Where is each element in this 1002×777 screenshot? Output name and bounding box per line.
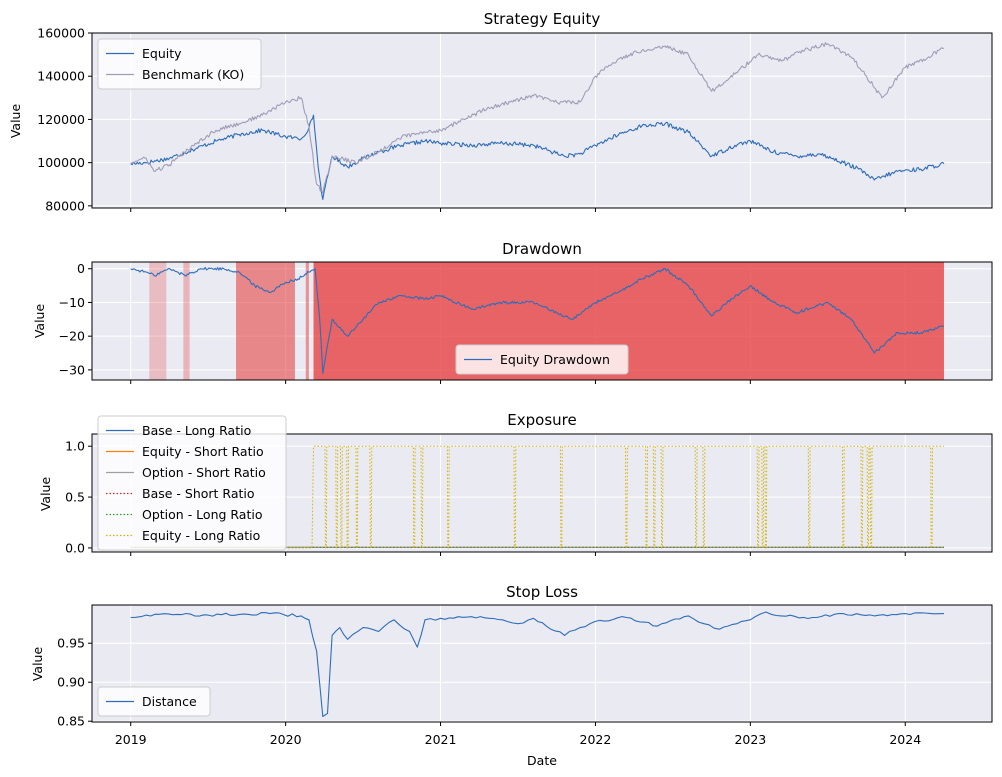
x-axis-label: Date <box>527 753 557 768</box>
series-line-0 <box>130 114 945 200</box>
legend-box <box>455 344 629 375</box>
drawdown-shade <box>149 262 167 380</box>
stoploss-panel: Stop Loss Value Date 0.85 0.90 0.95 2019 202… <box>30 583 993 768</box>
legend-label: Benchmark (KO) <box>142 67 244 82</box>
y-tick-label: −30 <box>59 362 85 377</box>
x-tick-label: 2023 <box>734 732 766 747</box>
series-line-0 <box>130 266 945 374</box>
equity-ylabel: Value <box>8 104 23 139</box>
series-line-0 <box>130 611 945 718</box>
y-tick-label: 100000 <box>37 155 85 170</box>
y-tick-label: 0 <box>77 261 85 276</box>
drawdown-shade <box>183 262 190 380</box>
legend-label: Base - Short Ratio <box>142 486 255 501</box>
equity-panel: Strategy Equity Value 80000 100000 120000 1… <box>8 10 993 213</box>
plot-frame <box>91 32 993 209</box>
y-tick-label: 0.95 <box>57 636 85 651</box>
drawdown-title: Drawdown <box>502 240 582 258</box>
y-tick-label: 0.0 <box>65 540 85 555</box>
legend-label: Option - Long Ratio <box>142 507 263 522</box>
x-tick-label: 2024 <box>889 732 921 747</box>
y-tick-label: 160000 <box>37 26 85 41</box>
series-line-1 <box>130 42 945 194</box>
legend-label: Option - Short Ratio <box>142 465 266 480</box>
drawdown-panel: Drawdown Value 0 −10 −20 −30 Equity Drawdown <box>32 240 993 384</box>
y-tick-label: 0.85 <box>57 714 85 729</box>
y-tick-label: 1.0 <box>65 439 85 454</box>
y-tick-label: 0.5 <box>65 490 85 505</box>
legend-box <box>97 38 262 90</box>
legend-label: Equity - Short Ratio <box>142 444 264 459</box>
y-tick-label: 0.90 <box>57 675 85 690</box>
legend-label: Equity Drawdown <box>500 352 610 367</box>
exposure-title: Exposure <box>507 411 576 429</box>
legend-box <box>97 686 211 717</box>
stoploss-ylabel: Value <box>30 647 45 682</box>
y-tick-label: −20 <box>59 329 85 344</box>
exposure-panel: Exposure Value 0.0 0.5 1.0 Base - Long Rati… <box>38 411 993 556</box>
legend-label: Equity <box>142 46 182 61</box>
plot-background <box>92 605 992 722</box>
exposure-ylabel: Value <box>38 477 53 512</box>
y-tick-label: −10 <box>59 295 85 310</box>
drawdown-shade <box>313 262 944 380</box>
drawdown-ylabel: Value <box>32 304 47 339</box>
plot-frame <box>91 604 993 723</box>
y-tick-label: 120000 <box>37 112 85 127</box>
x-tick-label: 2021 <box>425 732 457 747</box>
legend-box <box>97 415 287 551</box>
plot-frame <box>91 261 993 381</box>
legend-label: Equity - Long Ratio <box>142 528 260 543</box>
x-tick-label: 2022 <box>580 732 612 747</box>
equity-title: Strategy Equity <box>484 10 601 28</box>
y-tick-label: 140000 <box>37 69 85 84</box>
drawdown-shade <box>305 262 309 380</box>
y-tick-label: 80000 <box>45 198 85 213</box>
legend-label: Distance <box>142 694 197 709</box>
stoploss-title: Stop Loss <box>506 583 578 601</box>
x-tick-label: 2020 <box>270 732 302 747</box>
x-tick-label: 2019 <box>115 732 147 747</box>
drawdown-shade <box>236 262 295 380</box>
plot-frame <box>91 433 993 553</box>
legend-label: Base - Long Ratio <box>142 423 251 438</box>
series-line-5 <box>130 445 944 549</box>
